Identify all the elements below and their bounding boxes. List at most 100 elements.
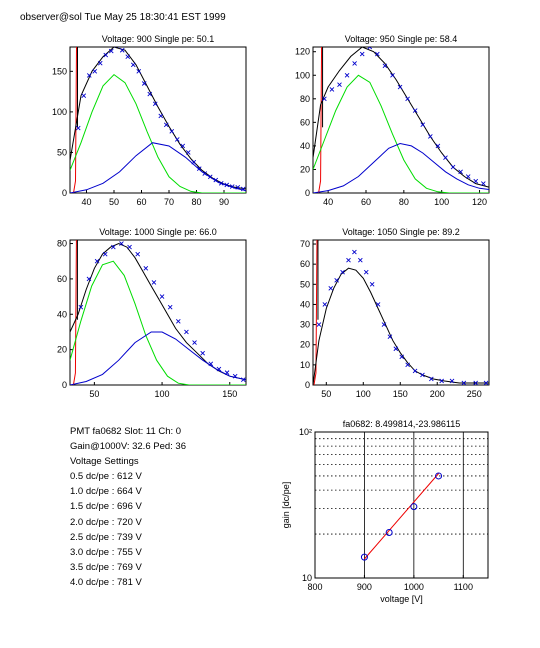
- gainline-curve: [364, 473, 439, 560]
- data-point: [322, 302, 328, 307]
- chart-4: [312, 239, 490, 386]
- data-point: [119, 47, 125, 53]
- y-tick-label: 80: [57, 239, 67, 249]
- fit-curve: [70, 242, 246, 381]
- data-point: [174, 137, 180, 142]
- gain-point: [360, 553, 368, 561]
- data-point: [405, 362, 410, 368]
- data-point: [240, 186, 246, 192]
- setting-row: 0.5 dc/pe : 612 V: [70, 471, 142, 483]
- data-point: [108, 48, 114, 54]
- x-tick-label: 40: [323, 197, 333, 207]
- data-point: [393, 346, 399, 352]
- y-tick-label: 0: [305, 188, 310, 198]
- x-tick-label: 1100: [454, 582, 473, 592]
- y-tick-label: 50: [300, 279, 310, 289]
- chart-title: fa0682: 8.499814,-23.986115: [343, 419, 460, 429]
- data-point: [344, 72, 350, 78]
- plot-area: [360, 472, 443, 561]
- setting-row: 1.5 dc/pe : 696 V: [70, 501, 142, 513]
- data-point: [329, 87, 335, 92]
- x-tick-label: 80: [191, 197, 201, 207]
- data-point: [103, 52, 109, 58]
- data-point: [208, 361, 214, 367]
- gain-point: [435, 472, 443, 480]
- data-point: [192, 340, 197, 345]
- data-point: [337, 82, 342, 87]
- data-point: [86, 73, 92, 78]
- data-point: [367, 47, 373, 50]
- pedestal-curve: [318, 47, 323, 193]
- data-point: [334, 277, 339, 283]
- data-point: [322, 96, 327, 102]
- data-point: [75, 125, 81, 131]
- data-point: [412, 108, 418, 113]
- x-tick-label: 60: [361, 197, 371, 207]
- data-point: [439, 378, 444, 384]
- data-point: [92, 69, 98, 74]
- data-point: [328, 286, 334, 291]
- data-point: [375, 51, 380, 57]
- y-tick-label: 20: [300, 164, 310, 174]
- fit-curve: [70, 47, 246, 190]
- data-point: [97, 60, 103, 66]
- plot-area: [313, 240, 489, 385]
- x-tick-label: 50: [89, 389, 99, 399]
- data-point: [429, 376, 434, 382]
- data-point: [135, 251, 141, 257]
- data-point: [159, 294, 165, 299]
- y-tick-label: 0: [62, 188, 67, 198]
- axes-box: [312, 46, 490, 194]
- data-point: [119, 241, 124, 246]
- data-point: [240, 377, 246, 383]
- x-tick-label: 150: [393, 389, 408, 399]
- data-point: [102, 251, 108, 257]
- data-point: [143, 265, 149, 271]
- pedestal-curve: [72, 240, 77, 385]
- gauss-curve: [70, 260, 246, 385]
- data-point: [200, 350, 205, 356]
- data-point: [94, 258, 100, 264]
- y-tick-label: 40: [300, 299, 310, 309]
- x-tick-label: 70: [164, 197, 174, 207]
- y-tick-label: 20: [300, 340, 310, 350]
- data-point: [465, 174, 471, 179]
- axes-box: [312, 239, 490, 386]
- data-point: [435, 143, 441, 149]
- data-point: [232, 373, 238, 379]
- y-tick-label: 60: [57, 274, 67, 284]
- data-point: [191, 159, 197, 165]
- data-point: [235, 185, 241, 190]
- data-point: [450, 164, 456, 170]
- y-tick-label: 80: [300, 94, 310, 104]
- chart-title: Voltage: 1050 Single pe: 89.2: [342, 227, 460, 237]
- data-point: [213, 177, 219, 183]
- y-tick-label: 40: [300, 141, 310, 151]
- chart-2: [312, 46, 490, 194]
- data-point: [111, 244, 116, 250]
- data-point: [78, 304, 84, 310]
- setting-row: 4.0 dc/pe : 781 V: [70, 576, 142, 588]
- x-tick-label: 100: [356, 389, 371, 399]
- y-tick-label: 100: [295, 70, 310, 80]
- chart-title: Voltage: 1000 Single pe: 66.0: [99, 227, 217, 237]
- data-point: [428, 134, 433, 139]
- gain-line: Gain@1000V: 32.6 Ped: 36: [70, 441, 186, 453]
- gauss-curve: [313, 74, 489, 193]
- pedestal-curve: [313, 240, 318, 385]
- x-tick-label: 1000: [404, 582, 424, 592]
- data-point: [180, 143, 186, 149]
- data-point: [397, 84, 403, 90]
- data-point: [352, 249, 357, 255]
- data-point: [359, 51, 365, 57]
- y-tick-label: 10: [300, 360, 310, 370]
- x-tick-label: 40: [81, 197, 91, 207]
- data-point: [158, 113, 164, 119]
- pedestal-curve: [73, 47, 77, 193]
- data-point: [381, 322, 387, 327]
- settings-title: Voltage Settings: [70, 456, 139, 468]
- data-point: [207, 174, 213, 180]
- x-tick-label: 120: [472, 197, 487, 207]
- data-point: [483, 380, 489, 385]
